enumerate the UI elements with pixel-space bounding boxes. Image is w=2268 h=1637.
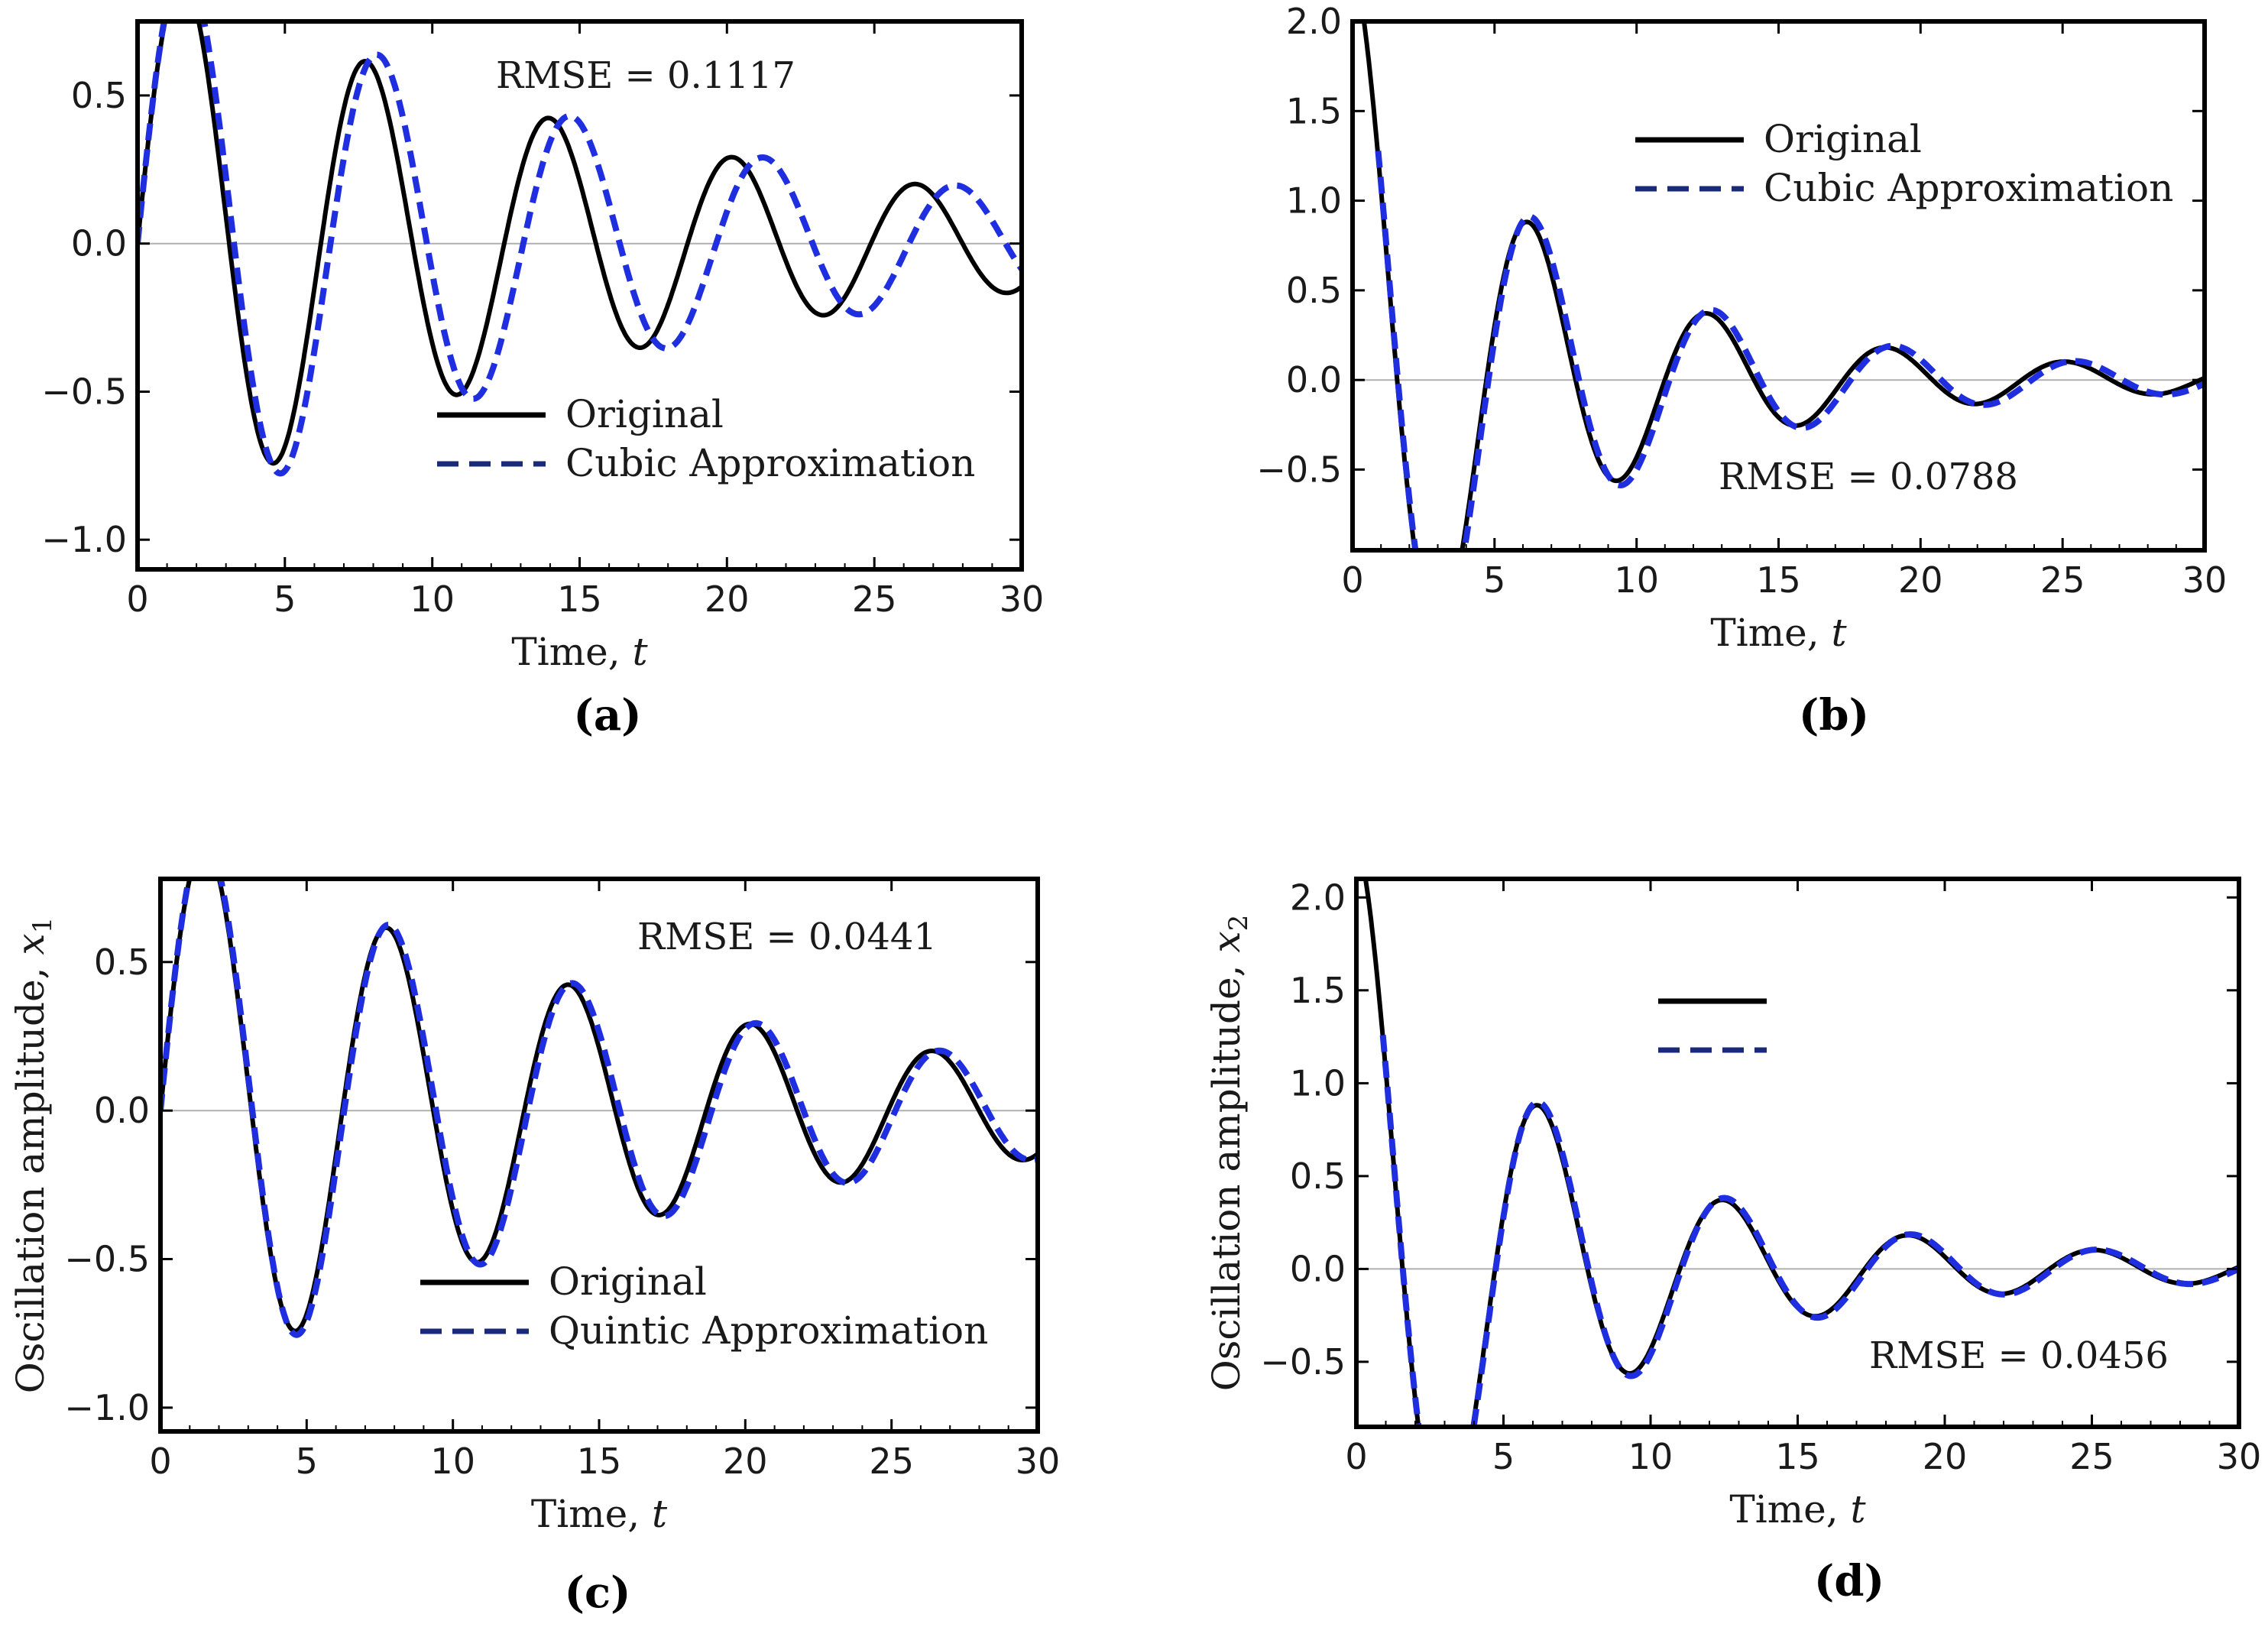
panel-c: 0 5 10 15 20 25 30 −1.0 −0.5 0.0 0.5 Time, t Oscilla… [8,877,1061,1618]
series-line-original [138,21,1022,466]
panel-a: 0 5 10 15 20 25 30 −1.0 −0.5 0.0 0.5 Time, t RMSE = … [41,19,1045,741]
x-tick-label: 20 [1898,559,1943,601]
x-tick-label: 5 [274,579,296,620]
legend-label-original: Original [565,392,724,436]
legend-label-approx: Cubic Approximation [565,441,975,485]
y-tick-label: 0.5 [1290,1156,1346,1197]
rmse-annotation: RMSE = 0.0441 [637,916,937,958]
legend-label-approx: Quintic Approximation [549,1308,988,1353]
series-line-approx [1379,1035,2239,1427]
x-tick-label: 10 [1628,1436,1673,1477]
y-axis-label: Oscillation amplitude, x1 [8,917,58,1393]
y-tick-label: 0.0 [71,223,127,264]
x-tick-label: 10 [430,1441,475,1482]
x-tick-label: 20 [705,579,750,620]
x-tick-label: 25 [869,1441,914,1482]
y-tick-label: −0.5 [41,371,127,413]
y-tick-label: 1.5 [1286,90,1342,131]
x-axis-label: Time, t [1729,1487,1866,1532]
x-tick-label: 15 [1756,559,1801,601]
rmse-annotation: RMSE = 0.1117 [496,54,795,97]
x-tick-label: 15 [557,579,602,620]
panel-label: (d) [1814,1556,1884,1606]
panel-label: (b) [1799,690,1869,741]
y-tick-label: 2.0 [1286,1,1342,42]
y-tick-label: −0.5 [64,1239,150,1280]
x-tick-label: 0 [1345,1436,1367,1477]
y-tick-label: 0.0 [1290,1248,1346,1289]
y-tick-label: 1.5 [1290,970,1346,1011]
y-tick-label: −0.5 [1256,449,1342,490]
series-line-approx [1375,151,2205,550]
x-tick-label: 0 [126,579,148,620]
y-axis-label: Oscillation amplitude, x2 [1204,915,1254,1391]
y-tick-label: 1.0 [1290,1062,1346,1104]
legend-label-original: Original [1764,117,1922,161]
x-tick-label: 30 [1016,1441,1061,1482]
x-tick-label: 0 [1341,559,1363,601]
x-tick-label: 20 [723,1441,768,1482]
x-axis-label: Time, t [531,1492,668,1536]
plot-frame [135,19,1024,572]
x-tick-label: 30 [2182,559,2228,601]
x-tick-label: 20 [1923,1436,1968,1477]
panel-label: (a) [573,690,641,741]
x-tick-label: 30 [2217,1436,2262,1477]
x-tick-label: 25 [852,579,897,620]
x-tick-label: 10 [410,579,455,620]
x-tick-label: 5 [296,1441,318,1482]
panel-label: (c) [564,1567,630,1618]
y-tick-label: 0.0 [1286,359,1342,400]
x-tick-label: 15 [1775,1436,1820,1477]
y-tick-label: 1.0 [1286,180,1342,222]
panel-d: 0 5 10 15 20 25 30 −0.5 0.0 0.5 1.0 1.5 2.0 Time, t Os… [1204,877,2262,1606]
x-tick-label: 5 [1492,1436,1515,1477]
x-tick-label: 10 [1614,559,1659,601]
y-tick-label: −1.0 [41,519,127,560]
y-tick-label: 0.5 [94,942,150,983]
legend-label-approx: Cubic Approximation [1764,166,2173,210]
legend-label-original: Original [549,1259,707,1304]
x-tick-label: 30 [1000,579,1045,620]
y-tick-label: 0.5 [71,75,127,116]
x-tick-label: 25 [2040,559,2085,601]
y-tick-label: −1.0 [64,1387,150,1428]
x-tick-label: 25 [2069,1436,2114,1477]
x-tick-label: 0 [149,1441,171,1482]
x-axis-label: Time, t [1710,611,1847,655]
y-tick-label: 0.0 [94,1090,150,1131]
y-tick-label: 0.5 [1286,270,1342,311]
rmse-annotation: RMSE = 0.0788 [1719,455,2018,498]
x-axis-label: Time, t [511,630,648,674]
series-line-approx [160,879,1038,1338]
x-tick-label: 5 [1483,559,1505,601]
panel-b: 0 5 10 15 20 25 30 −0.5 0.0 0.5 1.0 1.5 2.0 Time, t RM… [1256,1,2228,741]
rmse-annotation: RMSE = 0.0456 [1869,1334,2169,1377]
y-tick-label: 2.0 [1290,877,1346,918]
x-tick-label: 15 [577,1441,622,1482]
series-line-approx [138,21,1022,477]
y-tick-label: −0.5 [1260,1341,1346,1383]
